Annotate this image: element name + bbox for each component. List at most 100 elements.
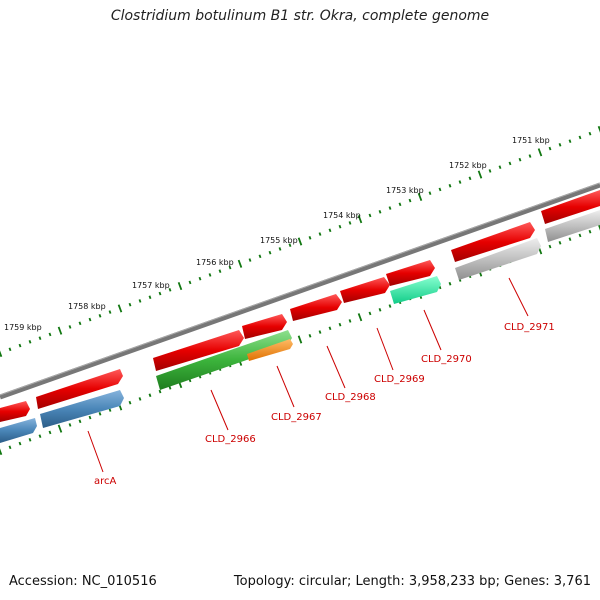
- gene-label-CLD_2968[interactable]: CLD_2968: [325, 392, 376, 403]
- label-leaders: [87, 277, 529, 473]
- minor-tick: [558, 143, 562, 147]
- map-title: Clostridium botulinum B1 str. Okra, comp…: [110, 8, 490, 24]
- minor-tick: [88, 415, 92, 420]
- gene-arrow[interactable]: [0, 401, 30, 422]
- minor-tick: [308, 235, 312, 240]
- minor-tick: [18, 343, 22, 348]
- major-tick: [297, 237, 303, 246]
- kbp-label: 1759 kbp: [4, 323, 42, 332]
- minor-tick: [588, 229, 592, 234]
- major-tick: [237, 259, 243, 268]
- gene-arrow[interactable]: [340, 277, 390, 303]
- gene-arrow[interactable]: [451, 222, 535, 262]
- minor-tick: [278, 247, 282, 251]
- minor-tick: [28, 340, 32, 344]
- CLD_2967-gene[interactable]: [247, 339, 293, 361]
- minor-tick: [258, 254, 262, 259]
- kbp-label: 1757 kbp: [132, 281, 170, 290]
- major-tick: [597, 125, 600, 133]
- minor-tick: [188, 280, 192, 285]
- genome-summary-text: Topology: circular; Length: 3,958,233 bp…: [233, 574, 591, 589]
- minor-tick: [138, 299, 142, 303]
- minor-tick: [248, 258, 252, 262]
- gene-label-CLD_2970[interactable]: CLD_2970: [421, 354, 472, 365]
- minor-tick: [338, 322, 342, 327]
- minor-tick: [448, 183, 452, 188]
- minor-tick: [558, 241, 562, 245]
- minor-tick: [168, 288, 172, 292]
- gene-arrow[interactable]: [545, 210, 600, 242]
- gene-arrow[interactable]: [242, 314, 287, 339]
- minor-tick: [318, 330, 322, 334]
- minor-tick: [228, 265, 232, 270]
- minor-tick: [568, 139, 572, 143]
- minor-tick: [318, 232, 322, 236]
- minor-tick: [38, 434, 42, 438]
- gene-arrow[interactable]: [153, 330, 244, 371]
- major-tick: [57, 326, 63, 335]
- outer-scale: [0, 125, 600, 358]
- minor-tick: [98, 412, 102, 416]
- minor-tick: [158, 389, 162, 394]
- arcA-gene[interactable]: [0, 418, 37, 443]
- minor-tick: [128, 400, 132, 405]
- minor-tick: [408, 198, 412, 203]
- minor-tick: [8, 347, 12, 352]
- gene-label-CLD_2971[interactable]: CLD_2971: [504, 322, 555, 333]
- minor-tick: [308, 333, 312, 338]
- kbp-label: 1753 kbp: [386, 186, 424, 195]
- minor-tick: [438, 187, 442, 192]
- minor-tick: [548, 146, 552, 151]
- minor-tick: [588, 131, 592, 136]
- CLD_2970-gene[interactable]: [390, 276, 441, 304]
- arcA-gene[interactable]: [40, 390, 124, 428]
- minor-tick: [498, 165, 502, 169]
- minor-tick: [348, 221, 352, 225]
- minor-tick: [508, 161, 512, 166]
- minor-tick: [348, 319, 352, 323]
- major-tick: [297, 335, 303, 344]
- minor-tick: [28, 438, 32, 442]
- minor-tick: [368, 213, 372, 218]
- major-tick: [0, 350, 3, 358]
- minor-tick: [378, 307, 382, 312]
- gene-arrow[interactable]: [36, 369, 123, 409]
- gene-arrow[interactable]: [386, 260, 435, 286]
- minor-tick: [578, 233, 582, 238]
- minor-tick: [378, 209, 382, 214]
- minor-tick: [108, 408, 112, 412]
- gene-label-CLD_2969[interactable]: CLD_2969: [374, 374, 425, 385]
- minor-tick: [48, 430, 52, 435]
- gene-label-CLD_2966[interactable]: CLD_2966: [205, 434, 256, 445]
- minor-tick: [158, 291, 162, 296]
- minor-tick: [548, 244, 552, 249]
- minor-tick: [518, 157, 522, 162]
- minor-tick: [88, 317, 92, 322]
- minor-tick: [528, 154, 532, 158]
- gene-label-arcA[interactable]: arcA: [94, 476, 117, 487]
- major-tick: [177, 282, 183, 291]
- major-tick: [57, 424, 63, 433]
- kbp-label: 1756 kbp: [196, 258, 234, 267]
- gene-label-CLD_2967[interactable]: CLD_2967: [271, 412, 322, 423]
- minor-tick: [388, 304, 392, 308]
- minor-tick: [578, 135, 582, 140]
- forward-genes: [0, 190, 600, 422]
- minor-tick: [328, 228, 332, 233]
- kbp-label: 1755 kbp: [260, 236, 298, 245]
- CLD_2971-gene[interactable]: [455, 238, 541, 280]
- gene-arrow[interactable]: [290, 294, 342, 321]
- minor-tick: [168, 386, 172, 390]
- gene-arrow[interactable]: [541, 190, 600, 224]
- major-tick: [477, 170, 483, 179]
- major-tick: [357, 313, 363, 322]
- minor-tick: [338, 224, 342, 229]
- minor-tick: [48, 332, 52, 337]
- CLD_2966-gene[interactable]: [156, 330, 292, 390]
- minor-tick: [138, 397, 142, 401]
- minor-tick: [468, 176, 472, 181]
- minor-tick: [268, 250, 272, 255]
- kbp-label: 1758 kbp: [68, 302, 106, 311]
- minor-tick: [398, 202, 402, 207]
